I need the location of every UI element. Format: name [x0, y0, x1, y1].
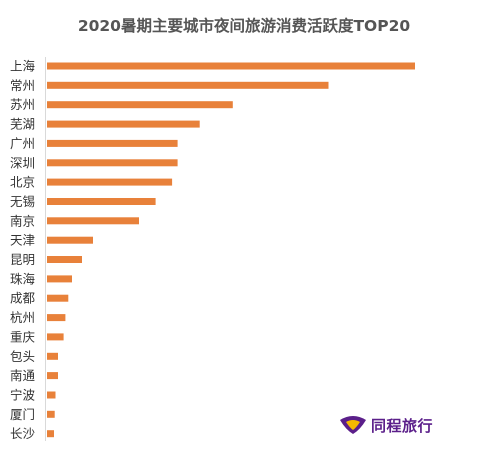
category-label-3: 芜湖 [10, 117, 35, 132]
category-label-14: 重庆 [10, 329, 36, 344]
bar-3 [47, 120, 200, 128]
chart-title: 2020暑期主要城市夜间旅游消费活跃度TOP20 [77, 17, 411, 35]
bar-18 [47, 410, 55, 418]
category-label-8: 南京 [10, 213, 35, 228]
category-label-2: 苏州 [10, 97, 35, 112]
category-label-9: 天津 [10, 233, 35, 248]
category-label-18: 厦门 [10, 407, 35, 422]
bar-17 [47, 391, 56, 399]
bar-9 [47, 236, 93, 244]
category-label-10: 昆明 [10, 252, 35, 267]
category-label-15: 包头 [10, 349, 35, 364]
bar-10 [47, 256, 82, 263]
brand-name: 同程旅行 [371, 416, 434, 435]
bar-11 [47, 275, 72, 283]
bar-13 [47, 314, 66, 322]
brand-logo: 同程旅行 [338, 411, 433, 439]
category-label-17: 宁波 [10, 388, 36, 403]
bar-0 [47, 62, 415, 70]
category-label-7: 无锡 [10, 194, 35, 209]
category-label-4: 广州 [10, 136, 35, 151]
bars-group [47, 62, 415, 438]
category-label-5: 深圳 [10, 155, 35, 170]
tongcheng-logo-icon [340, 416, 366, 434]
bar-12 [47, 294, 69, 302]
category-label-1: 常州 [10, 78, 35, 93]
category-label-11: 珠海 [10, 271, 36, 286]
category-label-16: 南通 [10, 368, 36, 383]
category-label-13: 杭州 [10, 310, 35, 325]
bar-8 [47, 217, 139, 225]
bar-7 [47, 198, 156, 205]
bar-5 [47, 159, 178, 167]
bar-19 [47, 430, 54, 438]
bar-2 [47, 101, 233, 109]
bar-16 [47, 372, 58, 380]
category-label-0: 上海 [10, 59, 36, 74]
bar-6 [47, 178, 173, 186]
category-label-12: 成都 [10, 291, 36, 306]
bar-15 [47, 352, 58, 360]
bar-14 [47, 333, 64, 341]
category-label-6: 北京 [10, 175, 35, 190]
bar-1 [47, 81, 329, 89]
category-label-19: 长沙 [10, 426, 36, 441]
bar-4 [47, 139, 178, 147]
